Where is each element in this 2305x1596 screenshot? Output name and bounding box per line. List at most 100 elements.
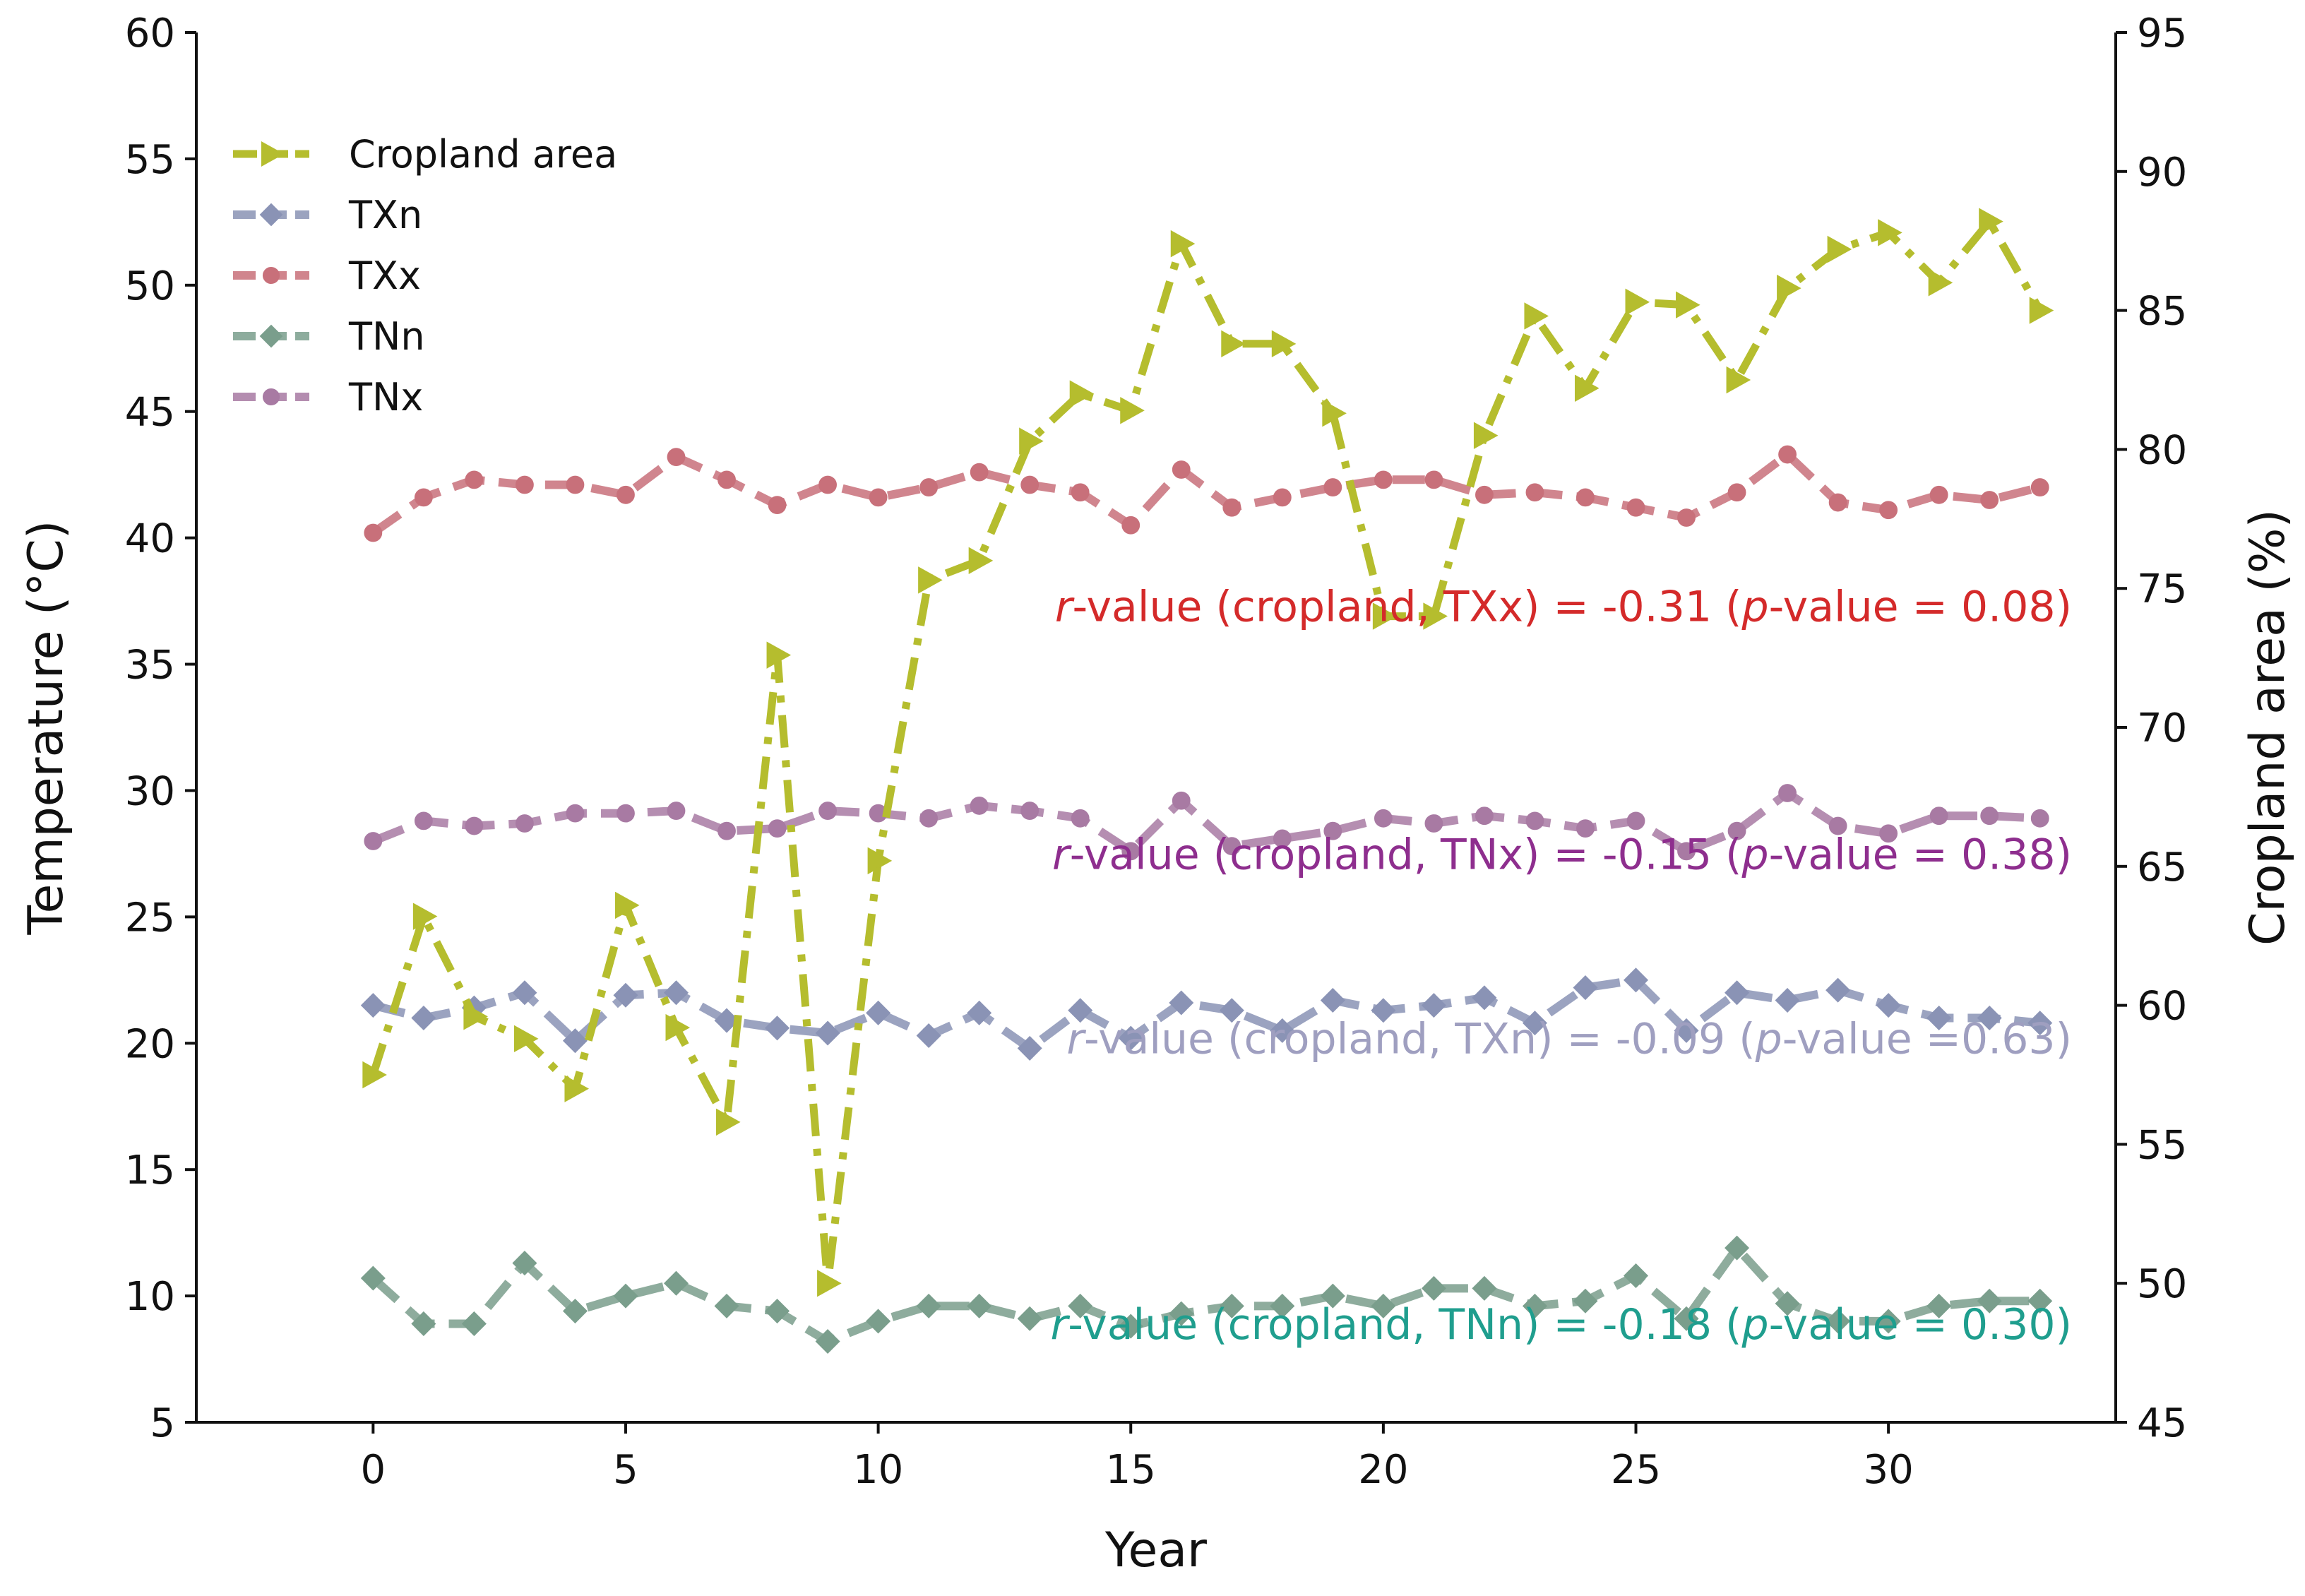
data-point-tnn — [765, 1299, 790, 1324]
y-left-tick-label: 25 — [125, 895, 175, 941]
x-axis-title: Year — [1104, 1523, 1207, 1578]
data-point-tnn — [1219, 1293, 1244, 1318]
series-layer — [360, 208, 2054, 1354]
annotation-tnx-text2: -value = 0.38) — [1769, 830, 2072, 879]
annotation-txx-text2: -value = 0.08) — [1769, 583, 2072, 632]
data-point-cropland-area — [463, 1003, 488, 1030]
annotation-tnn-text2: -value = 0.30) — [1769, 1300, 2072, 1350]
data-point-cropland-area — [918, 566, 943, 594]
y-left-tick-label: 5 — [150, 1400, 175, 1446]
legend-marker-tnn — [259, 324, 283, 348]
annotation-txn: r-value (cropland, TXn) = -0.09 (p-value… — [1066, 1015, 2072, 1064]
data-point-tnx — [516, 814, 534, 833]
series-line-txx — [370, 450, 2042, 537]
y-right-tick-label: 70 — [2137, 705, 2187, 751]
data-point-tnn — [1674, 1306, 1699, 1331]
annotation-txx-italic2: p — [1741, 583, 1769, 632]
data-point-tnx — [1525, 811, 1544, 830]
data-point-txx — [1879, 501, 1898, 520]
annotation-tnn-text1: -value (cropland, TNn) = -0.18 ( — [1068, 1300, 1741, 1350]
data-point-cropland-area — [1423, 602, 1448, 630]
y-right-tick-label: 90 — [2137, 150, 2187, 196]
data-point-txn — [1118, 1025, 1143, 1051]
data-point-txn — [562, 1028, 588, 1054]
y-left-tick-label: 35 — [125, 643, 175, 689]
annotation-tnx: r-value (cropland, TNx) = -0.15 (p-value… — [1052, 830, 2072, 879]
data-point-txn — [1320, 987, 1345, 1013]
data-point-tnn — [714, 1293, 739, 1318]
data-point-txn — [1169, 990, 1194, 1016]
data-point-txn — [663, 980, 689, 1006]
legend-label-tnx: TNx — [348, 375, 423, 419]
data-point-txx — [465, 470, 484, 489]
data-point-tnx — [1121, 842, 1140, 861]
data-point-txn — [1775, 987, 1800, 1013]
data-point-cropland-area — [1322, 400, 1347, 427]
series-line-tnn — [370, 1244, 2040, 1346]
y-right-axis-title: Cropland area (%) — [2240, 509, 2296, 946]
data-point-tnn — [1118, 1314, 1143, 1339]
y-left-tick-label: 15 — [125, 1148, 175, 1193]
legend-label-tnn: TNn — [348, 314, 425, 359]
data-point-cropland-area — [1777, 274, 1801, 302]
annotation-tnx-italic: r — [1052, 830, 1072, 879]
data-point-txx — [1576, 488, 1595, 507]
data-point-tnx — [1879, 824, 1898, 843]
data-point-cropland-area — [817, 1270, 842, 1297]
data-point-txx — [1828, 493, 1847, 512]
series-line-tnx — [371, 789, 2041, 856]
y-left-tick-label: 30 — [125, 768, 175, 814]
data-point-txn — [512, 980, 537, 1006]
annotation-txn-text2: -value =0.63) — [1782, 1015, 2072, 1064]
data-point-cropland-area — [1372, 602, 1398, 630]
data-point-cropland-area — [1726, 366, 1751, 394]
data-point-tnx — [1424, 814, 1443, 833]
y-left-tick-label: 45 — [125, 390, 175, 436]
data-point-tnn — [1320, 1283, 1345, 1309]
data-point-txx — [1222, 498, 1241, 517]
x-tick-label: 30 — [1863, 1447, 1913, 1493]
data-point-txx — [1172, 460, 1191, 479]
data-point-txn — [2027, 1011, 2053, 1036]
series-line-cropland-area — [369, 218, 2044, 1287]
data-point-tnn — [562, 1299, 588, 1324]
data-point-tnn — [967, 1293, 992, 1318]
y-left-axis-title: Temperature (°C) — [18, 520, 74, 936]
data-point-txx — [1273, 488, 1292, 507]
legend-item-txn: TXn — [233, 193, 422, 237]
data-point-cropland-area — [1019, 427, 1044, 455]
data-point-txx — [1020, 475, 1040, 494]
y-right-tick-label: 65 — [2137, 845, 2187, 891]
legend-item-txx: TXx — [233, 254, 421, 298]
data-point-tnx — [2030, 809, 2049, 828]
legend-item-tnn: TNn — [233, 314, 425, 359]
y-right-tick-label: 80 — [2137, 427, 2187, 473]
data-point-txn — [1674, 1018, 1699, 1043]
x-tick-label: 0 — [361, 1447, 386, 1493]
data-point-tnx — [1323, 821, 1342, 840]
data-point-tnx — [1727, 821, 1746, 840]
annotation-tnn-italic: r — [1051, 1300, 1071, 1350]
x-tick-label: 20 — [1358, 1447, 1408, 1493]
data-point-txx — [667, 448, 686, 467]
data-point-tnn — [1825, 1309, 1851, 1334]
data-point-txx — [1374, 470, 1393, 489]
data-point-txx — [869, 488, 888, 507]
data-point-tnx — [768, 819, 787, 838]
data-point-tnn — [1725, 1235, 1750, 1261]
data-point-tnn — [1876, 1309, 1901, 1334]
y-left-tick-label: 60 — [125, 11, 175, 56]
data-point-cropland-area — [1676, 291, 1701, 318]
data-point-tnx — [1828, 816, 1847, 835]
data-point-txn — [1876, 993, 1901, 1018]
y-right-tick-label: 85 — [2137, 289, 2187, 335]
data-point-txn — [967, 1000, 992, 1025]
data-point-tnx — [1576, 819, 1595, 838]
data-point-tnn — [1522, 1293, 1547, 1318]
data-point-txx — [364, 523, 383, 542]
data-point-cropland-area — [2029, 297, 2054, 324]
data-point-cropland-area — [665, 1013, 691, 1042]
data-point-txx — [1475, 485, 1494, 504]
axes-layer: 0 5 10 15 20 25 30 5 10 15 20 25 30 35 40 45 50 55 60 45 50 5… — [18, 11, 2296, 1578]
